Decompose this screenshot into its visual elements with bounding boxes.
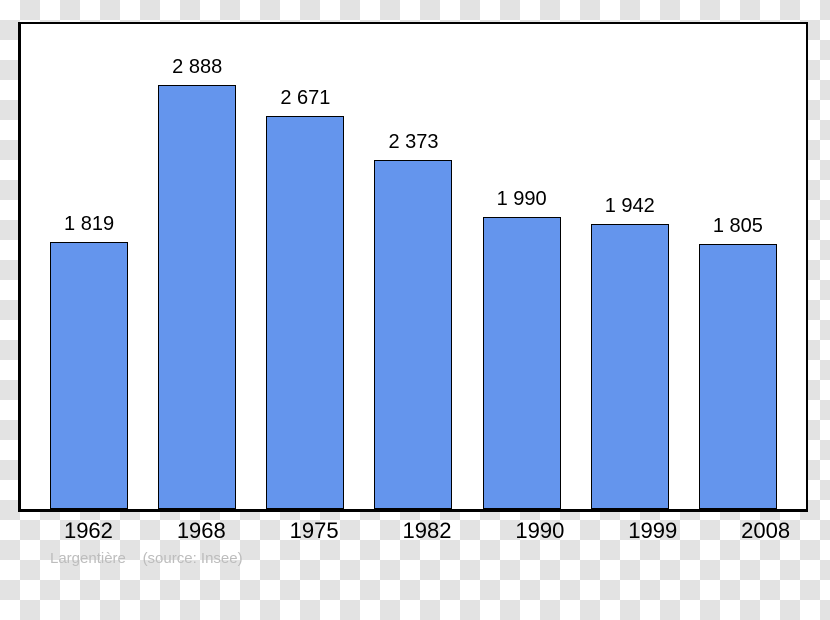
- bar-value-label: 1 942: [605, 195, 655, 218]
- bar-value-label: 1 990: [497, 188, 547, 211]
- bar: [374, 160, 452, 509]
- bar: [50, 242, 128, 509]
- bar-value-label: 2 373: [388, 131, 438, 154]
- x-axis-label: 1999: [596, 518, 709, 544]
- x-axis-label: 1968: [145, 518, 258, 544]
- bar-value-label: 1 805: [713, 215, 763, 238]
- canvas: 1 819 2 888 2 671 2 373 1 990 1 942 1 805 1962…: [0, 0, 830, 620]
- x-axis-label: 1982: [371, 518, 484, 544]
- bar-slot: 2 671: [251, 24, 359, 509]
- caption: Largentière (source: Insee): [50, 550, 243, 567]
- x-axis-label: 1962: [32, 518, 145, 544]
- bar-slot: 1 805: [684, 24, 792, 509]
- bar-slot: 1 819: [35, 24, 143, 509]
- bar-slot: 2 888: [143, 24, 251, 509]
- bar-slot: 1 942: [576, 24, 684, 509]
- caption-source: (source: Insee): [143, 550, 243, 567]
- x-axis-labels: 1962196819751982199019992008: [18, 518, 830, 544]
- bar-value-label: 1 819: [64, 213, 114, 236]
- bar: [483, 217, 561, 509]
- bar-slot: 1 990: [468, 24, 576, 509]
- bar: [699, 244, 777, 509]
- x-axis-label: 1975: [258, 518, 371, 544]
- bars-row: 1 819 2 888 2 671 2 373 1 990 1 942 1 805: [21, 24, 806, 509]
- x-axis-label: 1990: [483, 518, 596, 544]
- bar-value-label: 2 888: [172, 56, 222, 79]
- bar-value-label: 2 671: [280, 87, 330, 110]
- chart-plot-area: 1 819 2 888 2 671 2 373 1 990 1 942 1 805: [18, 22, 808, 512]
- bar: [266, 116, 344, 509]
- bar-slot: 2 373: [359, 24, 467, 509]
- bar: [591, 224, 669, 509]
- caption-location: Largentière: [50, 550, 126, 567]
- bar: [158, 85, 236, 509]
- x-axis-label: 2008: [709, 518, 822, 544]
